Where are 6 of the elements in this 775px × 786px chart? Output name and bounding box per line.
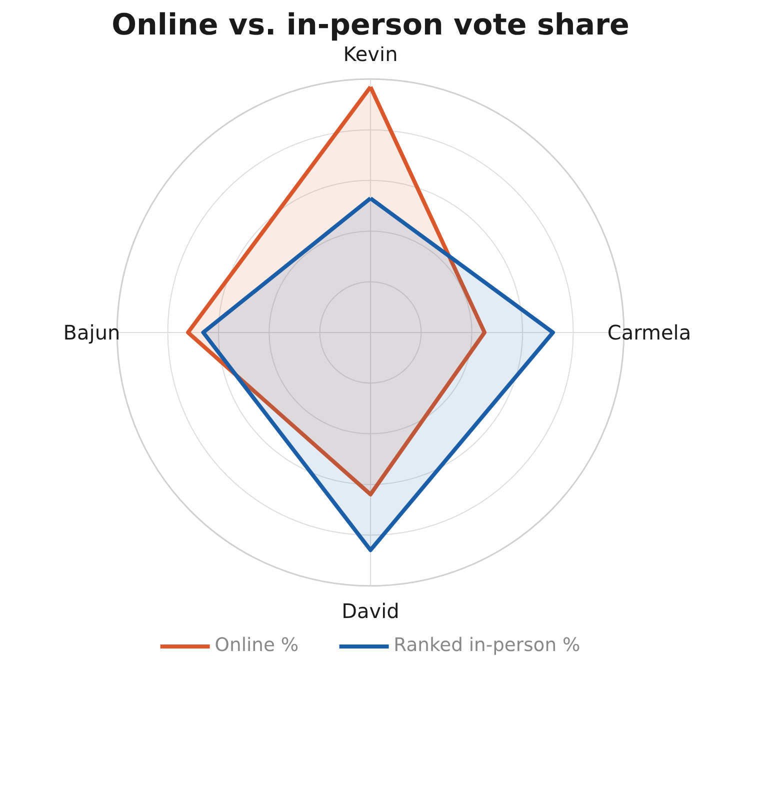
spoke-label: Carmela: [607, 320, 692, 344]
chart-title: Online vs. in-person vote share: [112, 8, 630, 42]
legend-label: Online %: [214, 635, 299, 656]
legend-label: Ranked in-person %: [394, 635, 580, 656]
spoke-label: David: [342, 598, 400, 623]
spoke-label: Bajun: [63, 320, 120, 344]
